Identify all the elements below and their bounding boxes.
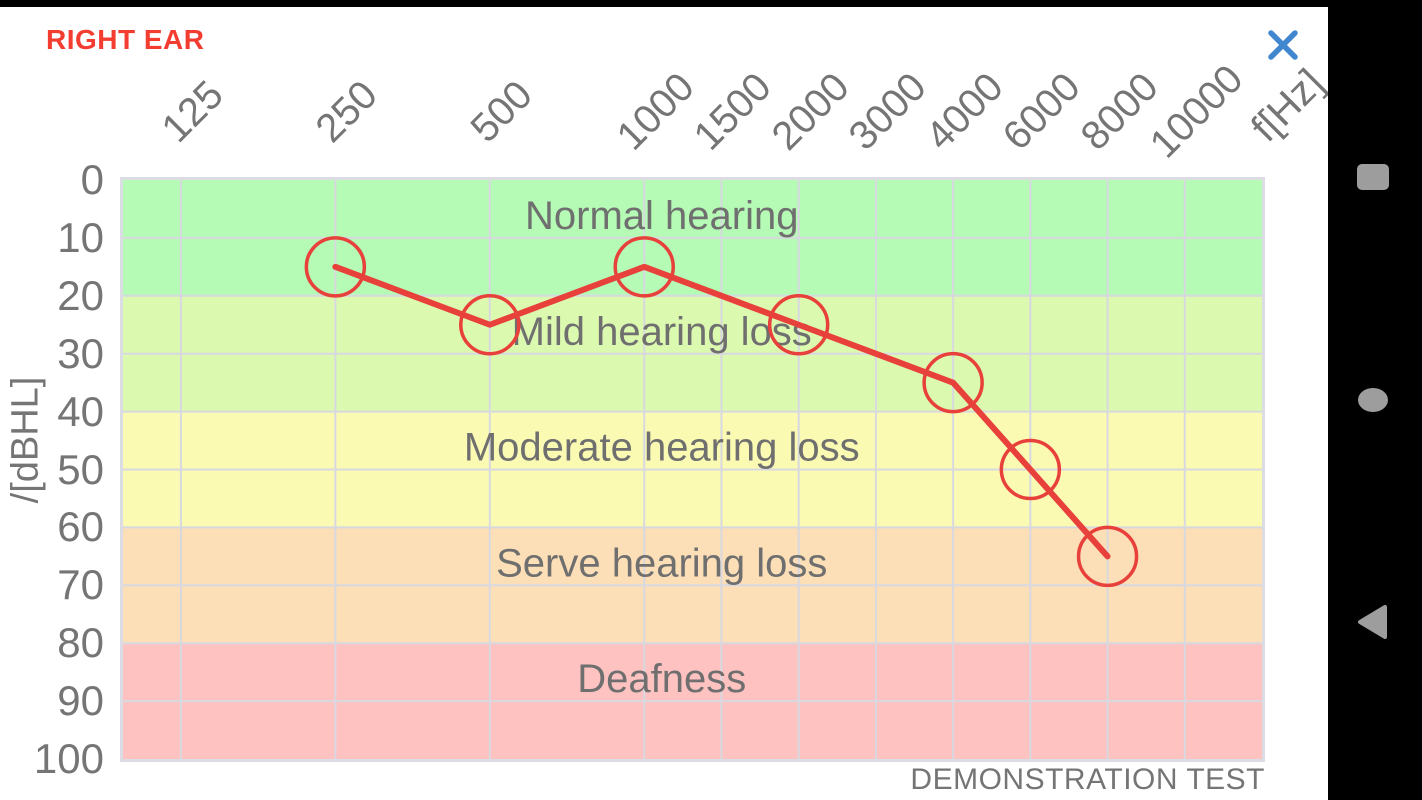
svg-text:Mild hearing loss: Mild hearing loss bbox=[512, 310, 812, 354]
x-tick-label: 10000 bbox=[1141, 56, 1252, 167]
home-button[interactable] bbox=[1343, 370, 1403, 430]
y-tick-label: 80 bbox=[57, 619, 104, 667]
android-navigation-bar bbox=[1328, 0, 1422, 800]
y-tick-label: 10 bbox=[57, 213, 104, 261]
y-tick-label: 70 bbox=[57, 561, 104, 609]
y-tick-label: 50 bbox=[57, 445, 104, 493]
home-circle-icon bbox=[1358, 388, 1388, 412]
y-tick-label: 0 bbox=[80, 156, 104, 203]
y-tick-label: 40 bbox=[57, 387, 104, 435]
page-title: RIGHT EAR bbox=[46, 24, 205, 55]
x-tick-label: 1500 bbox=[686, 64, 781, 159]
close-icon bbox=[1268, 30, 1298, 60]
recents-button[interactable] bbox=[1343, 147, 1403, 207]
svg-text:Moderate hearing loss: Moderate hearing loss bbox=[464, 426, 860, 470]
plot-area[interactable]: Normal hearing Mild hearing loss Moderate … bbox=[120, 177, 1265, 762]
x-tick-label: 6000 bbox=[994, 64, 1089, 159]
audiogram-plot-svg: Normal hearing Mild hearing loss Moderate … bbox=[123, 180, 1262, 759]
svg-text:Serve hearing loss: Serve hearing loss bbox=[496, 541, 827, 585]
back-triangle-icon bbox=[1358, 605, 1387, 639]
demonstration-test-label: DEMONSTRATION TEST bbox=[910, 763, 1265, 796]
x-tick-label: 4000 bbox=[917, 64, 1012, 159]
y-tick-label: 30 bbox=[57, 329, 104, 377]
svg-text:Deafness: Deafness bbox=[577, 657, 746, 701]
recents-square-icon bbox=[1357, 164, 1389, 190]
x-tick-label: 250 bbox=[307, 72, 387, 151]
x-tick-label: 500 bbox=[462, 72, 541, 151]
close-button[interactable] bbox=[1260, 22, 1306, 68]
y-tick-label: 60 bbox=[57, 503, 104, 551]
x-axis-unit-label: f[Hz] bbox=[1243, 61, 1333, 151]
screen-top-bezel bbox=[0, 0, 1422, 7]
y-tick-label: 90 bbox=[57, 677, 104, 725]
back-button[interactable] bbox=[1343, 592, 1403, 652]
x-tick-label: 1000 bbox=[608, 64, 703, 159]
x-tick-label: 125 bbox=[153, 72, 232, 151]
x-tick-label: 3000 bbox=[840, 64, 935, 159]
x-tick-label: 2000 bbox=[763, 64, 858, 159]
y-tick-label: 20 bbox=[57, 271, 104, 319]
svg-text:Normal hearing: Normal hearing bbox=[525, 194, 798, 238]
y-tick-label: 100 bbox=[33, 735, 104, 782]
